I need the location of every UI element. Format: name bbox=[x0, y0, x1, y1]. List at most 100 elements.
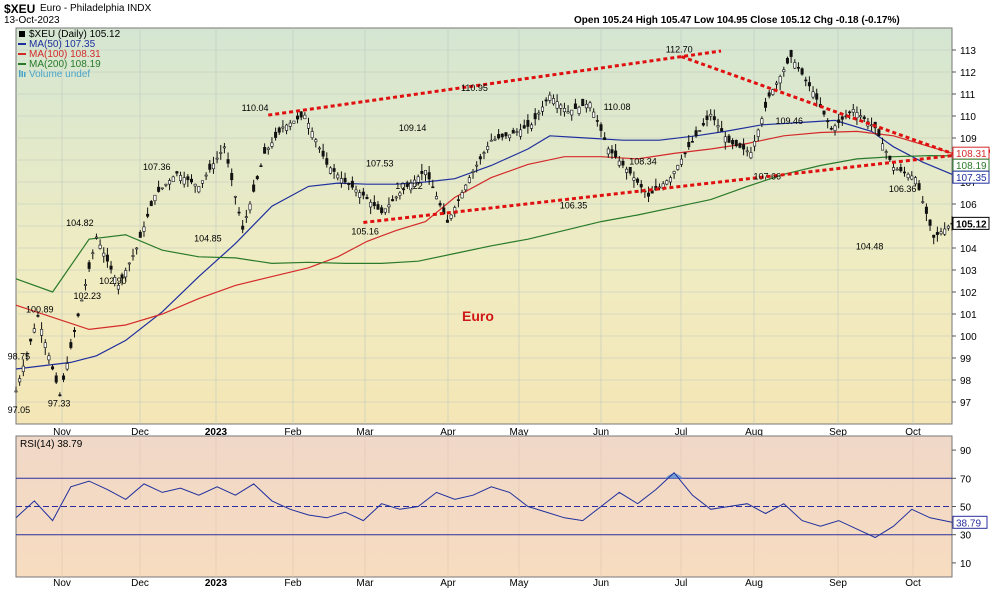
price-bar-body bbox=[365, 196, 369, 200]
rsi-x-label: Jul bbox=[675, 578, 688, 589]
price-bar-body bbox=[774, 82, 778, 85]
price-x-label: Jul bbox=[675, 427, 688, 438]
price-bar-body bbox=[285, 124, 289, 131]
price-bar-body bbox=[387, 204, 391, 208]
price-bar-body bbox=[555, 101, 559, 109]
price-bar-body bbox=[200, 180, 204, 184]
ma-line-ma-50- bbox=[15, 119, 953, 370]
price-bar-body bbox=[800, 68, 804, 75]
price-x-label: Oct bbox=[905, 427, 921, 438]
price-bar-body bbox=[146, 213, 150, 217]
price-bar-body bbox=[683, 152, 687, 155]
legend-marker-bar bbox=[21, 71, 23, 77]
price-bar-body bbox=[676, 164, 680, 170]
legend-label: MA(50) 107.35 bbox=[29, 39, 96, 50]
price-bar-body bbox=[687, 142, 691, 148]
price-bar-body bbox=[625, 168, 629, 173]
price-bar-body bbox=[943, 228, 947, 235]
price-bar-body bbox=[526, 120, 530, 127]
rsi-line bbox=[15, 471, 953, 539]
rsi-x-label: Feb bbox=[284, 578, 302, 589]
price-bar-body bbox=[350, 180, 354, 188]
rsi-panel: 10 30 50 70 90 RSI(14) 38.79 38.79 Nov Dec 2023 Fe… bbox=[15, 435, 988, 589]
price-bar-body bbox=[712, 116, 716, 121]
price-bar-body bbox=[749, 152, 753, 159]
price-bar-body bbox=[727, 135, 731, 143]
price-bar-body bbox=[409, 182, 413, 191]
price-annotation-label: 100.89 bbox=[26, 304, 54, 314]
price-bar-body bbox=[292, 120, 296, 124]
price-x-label: 2023 bbox=[205, 427, 228, 438]
price-bar-body bbox=[164, 183, 168, 186]
price-bar-body bbox=[259, 165, 263, 167]
price-bar-body bbox=[877, 129, 881, 137]
price-bar-body bbox=[789, 50, 793, 57]
price-annotation-label: 97.33 bbox=[48, 399, 71, 409]
price-annotation-label: 104.85 bbox=[194, 233, 222, 243]
price-bar-body bbox=[756, 129, 760, 137]
price-bar-body bbox=[255, 176, 259, 179]
price-bar-body bbox=[500, 133, 504, 138]
price-bar-body bbox=[632, 177, 636, 181]
price-x-label: Feb bbox=[284, 427, 302, 438]
rsi-x-label: Mar bbox=[356, 578, 374, 589]
rsi-tick-label: 10 bbox=[960, 559, 972, 570]
price-bar-body bbox=[215, 157, 219, 160]
ohlc-readout: Open 105.24 High 105.47 Low 104.95 Close… bbox=[574, 15, 900, 26]
rsi-x-label: Oct bbox=[905, 578, 921, 589]
axis-badge-value: 108.19 bbox=[956, 161, 987, 172]
ma-line-ma-200- bbox=[15, 154, 953, 293]
price-bar-body bbox=[617, 160, 621, 166]
price-bar-body bbox=[58, 394, 62, 397]
price-bar-body bbox=[822, 110, 826, 115]
price-bar-body bbox=[127, 262, 131, 265]
price-bar-body bbox=[913, 177, 917, 185]
price-bar-body bbox=[859, 115, 863, 118]
rsi-badge-value: 38.79 bbox=[956, 518, 981, 529]
price-bar-body bbox=[361, 191, 365, 196]
axis-value-badge: 107.35 bbox=[952, 170, 990, 184]
price-bar-body bbox=[738, 143, 742, 148]
price-bar-body bbox=[793, 62, 797, 69]
axis-value-badge: 105.12 bbox=[952, 216, 990, 230]
price-annotation-label: 102.90 bbox=[99, 276, 127, 286]
price-bar-body bbox=[241, 225, 245, 230]
price-bar-body bbox=[190, 178, 194, 183]
rsi-value-badge: 38.79 bbox=[952, 515, 988, 529]
price-bar-body bbox=[358, 192, 362, 198]
price-bar-body bbox=[833, 125, 837, 131]
price-ohlc-bars bbox=[14, 49, 954, 397]
rsi-tick-label: 50 bbox=[960, 503, 972, 514]
price-bar-body bbox=[581, 98, 585, 107]
price-bar-body bbox=[807, 82, 811, 87]
price-annotation-label: 107.36 bbox=[143, 162, 171, 172]
price-bar-body bbox=[636, 178, 640, 183]
price-bar-body bbox=[716, 125, 720, 128]
price-bar-body bbox=[317, 147, 321, 150]
price-bar-body bbox=[606, 148, 610, 155]
price-bar-body bbox=[566, 111, 570, 114]
price-bar-body bbox=[540, 106, 544, 112]
price-bar-body bbox=[431, 186, 435, 189]
price-bar-body bbox=[402, 188, 406, 191]
price-bar-body bbox=[303, 114, 307, 120]
price-bar-body bbox=[456, 199, 460, 201]
price-bar-body bbox=[321, 150, 325, 157]
price-bar-body bbox=[62, 375, 66, 380]
price-bar-body bbox=[592, 111, 596, 118]
price-bar-body bbox=[486, 146, 490, 150]
chart-instrument-name: Euro - Philadelphia INDX bbox=[40, 3, 152, 14]
price-bar-body bbox=[343, 177, 347, 183]
price-bar-body bbox=[848, 111, 852, 114]
price-bar-body bbox=[588, 102, 592, 109]
price-annotation-label: 107.22 bbox=[395, 181, 423, 191]
rsi-x-label: May bbox=[510, 578, 529, 589]
price-bar-body bbox=[906, 173, 910, 179]
price-bar-body bbox=[537, 112, 541, 115]
price-bar-body bbox=[113, 277, 117, 284]
price-bar-body bbox=[171, 176, 175, 182]
price-bar-body bbox=[573, 103, 577, 109]
price-bar-body bbox=[149, 201, 153, 207]
rsi-x-label: Nov bbox=[53, 578, 71, 589]
rsi-title: RSI(14) 38.79 bbox=[20, 439, 83, 450]
